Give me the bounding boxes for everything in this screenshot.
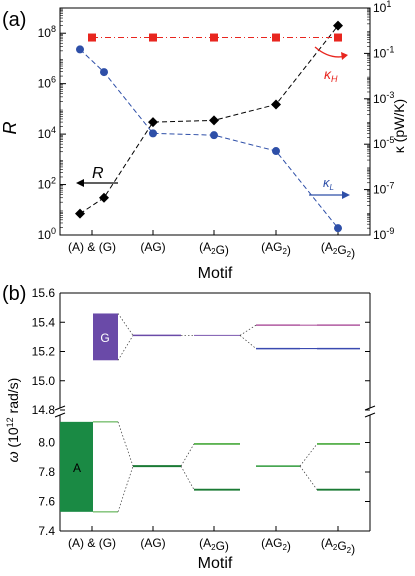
y-tick-label: 7.6 (38, 495, 55, 509)
annotation-kl-label: κL (323, 175, 334, 192)
panel-a-plot-frame (59, 7, 371, 236)
kh-point (149, 33, 157, 42)
r-point (75, 208, 85, 219)
axis-break-left (54, 412, 66, 418)
y-tick-label: 15.0 (32, 374, 56, 388)
left-tick-label: 102 (38, 176, 56, 192)
panel-a-y-label-left: R (0, 122, 20, 135)
left-tick-label: 108 (38, 24, 56, 40)
kh-point (272, 33, 280, 42)
y-tick-label: 7.4 (38, 524, 55, 538)
kl-point (210, 131, 218, 140)
annotation-r-arrow (76, 179, 118, 187)
y-tick-label: 15.6 (32, 286, 56, 300)
panel-a-y-label-right: κ (pW/K) (391, 99, 407, 153)
r-point (271, 99, 281, 110)
annotation-kh-arrow (314, 46, 348, 60)
r-point (148, 117, 158, 128)
g-block-label: G (100, 331, 109, 345)
level-connector (117, 335, 134, 361)
right-tick-label: 10-9 (373, 226, 394, 242)
level-connector (117, 465, 134, 512)
g-block (93, 313, 118, 361)
level-connector (180, 443, 195, 467)
left-tick-label: 104 (38, 125, 56, 141)
series-line-2 (79, 49, 339, 229)
y-tick-label: 14.8 (32, 403, 56, 417)
right-tick-label: 101 (373, 0, 391, 15)
annotation-kh-label: κH (324, 66, 338, 84)
y-tick-label: 8.0 (38, 436, 55, 450)
kl-point (76, 45, 84, 54)
x-tick-label: (A) & (G) (68, 240, 116, 254)
kh-point (88, 33, 96, 42)
r-point (99, 192, 109, 203)
level-connector (239, 335, 257, 349)
panel-a-x-axis: (A) & (G) (AG) (A2G) (AG2) (A2G2) (68, 230, 355, 260)
x-tick-label: (A) & (G) (68, 536, 116, 550)
panel-b-label: (b) (2, 283, 26, 305)
level-connector (299, 465, 318, 490)
kh-point (334, 33, 342, 42)
x-tick-label: (AG) (140, 240, 165, 254)
axis-break-right (364, 405, 376, 411)
right-tick-label: 10-7 (373, 181, 394, 197)
level-connector (117, 313, 134, 336)
right-tick-label: 10-1 (373, 44, 394, 60)
axis-break-left (54, 405, 66, 411)
left-tick-label: 100 (38, 226, 56, 242)
panel-b-x-label: Motif (198, 555, 233, 572)
kl-point (100, 68, 108, 77)
axis-break-right (364, 412, 376, 418)
series-line-0 (79, 25, 339, 215)
x-tick-label: (A2G) (199, 536, 229, 553)
panel-b: (b) 14.8 15.0 15.2 15.4 15.6 7.4 7.6 7.8 8.0 (A)… (2, 283, 376, 572)
y-tick-label: 15.2 (32, 345, 56, 359)
r-point (209, 115, 219, 126)
kh-point (210, 33, 218, 42)
kl-point (149, 129, 157, 138)
panel-a-x-label: Motif (198, 265, 233, 282)
a-block-label: A (73, 461, 81, 475)
panel-b-x-axis: (A) & (G) (AG) (A2G) (AG2) (A2G2) (68, 526, 355, 556)
panel-a: (a) 100 102 104 106 108 10-9 10-7 10-5 10-3 10-1… (0, 0, 407, 282)
x-tick-label: (AG2) (261, 536, 291, 553)
panel-a-series (75, 20, 343, 233)
annotation-r-label: R (92, 165, 104, 182)
r-point (333, 20, 343, 31)
level-connector (239, 324, 257, 336)
right-tick-label: 10-3 (373, 90, 394, 106)
kl-point (272, 147, 280, 156)
annotation-kl-arrow (309, 191, 350, 199)
panel-a-left-axis: 100 102 104 106 108 (38, 8, 66, 242)
level-connector (117, 421, 134, 467)
panel-b-levels: GA (60, 313, 360, 513)
a-block (60, 421, 93, 512)
panel-a-label: (a) (2, 9, 26, 31)
level-connector (299, 443, 318, 467)
x-tick-label: (AG) (140, 536, 165, 550)
level-connector (180, 465, 195, 490)
x-tick-label: (AG2) (261, 240, 291, 257)
left-tick-label: 106 (38, 75, 56, 91)
panel-b-y-label: ω (1012 rad/s) (5, 378, 21, 463)
y-tick-label: 7.8 (38, 465, 55, 479)
right-tick-label: 10-5 (373, 135, 394, 151)
kl-point (334, 224, 342, 233)
y-tick-label: 15.4 (32, 315, 56, 329)
x-tick-label: (A2G2) (321, 240, 355, 260)
panel-a-right-axis: 10-9 10-7 10-5 10-3 10-1 101 (364, 0, 394, 242)
x-tick-label: (A2G2) (321, 536, 355, 556)
x-tick-label: (A2G) (199, 240, 229, 257)
